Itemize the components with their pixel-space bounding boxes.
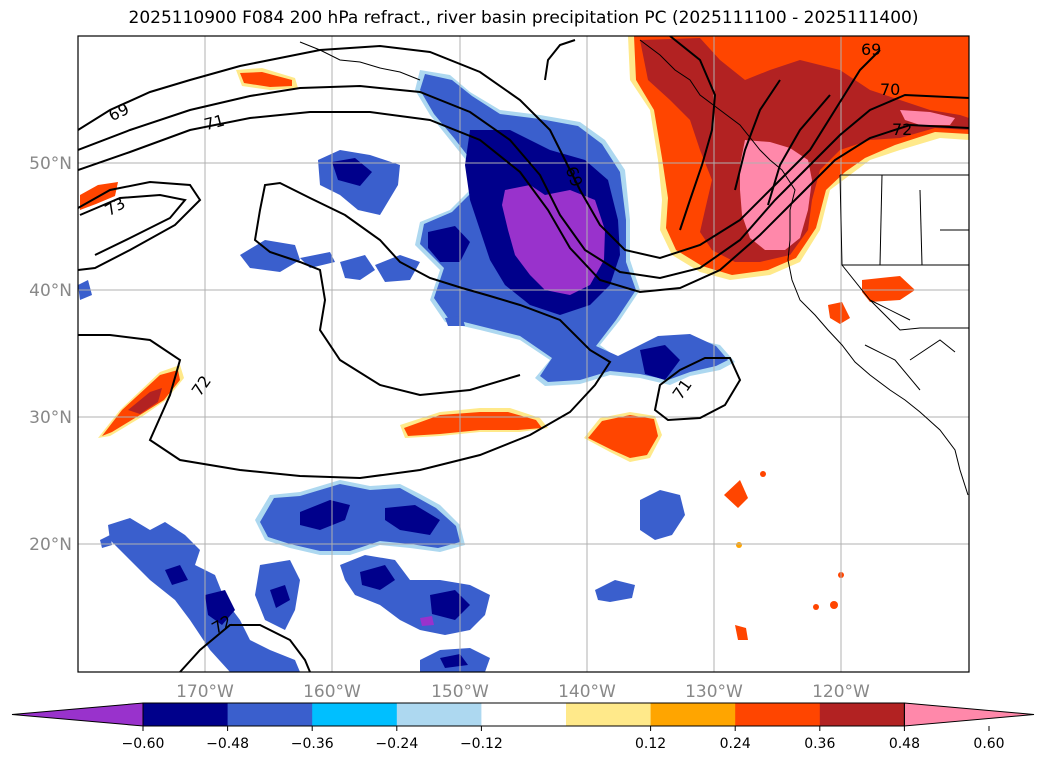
map-frame: [77, 35, 970, 673]
colorbar-segment: [650, 703, 736, 726]
colorbar-extend-high: [903, 702, 1035, 727]
lon-label: 140°W: [558, 682, 616, 702]
contour-label: 72: [892, 120, 912, 139]
colorbar-extend-low: [11, 702, 144, 727]
contour-label: 69: [861, 40, 881, 59]
colorbar-segment: [312, 703, 398, 726]
negative-anomaly-tropics: [100, 480, 685, 672]
colorbar-tick-label: −0.24: [375, 736, 418, 752]
contour-label: 71: [202, 111, 227, 135]
colorbar-tick-label: 0.12: [635, 736, 666, 752]
lat-label: 30°N: [29, 408, 72, 428]
refractivity-contours: [78, 36, 969, 672]
colorbar: −0.60 −0.48 −0.36 −0.24 −0.12 0.12 0.24 0.36 0.4…: [11, 702, 1035, 752]
colorbar-tick-label: 0.60: [973, 736, 1004, 752]
colorbar-segment: [227, 703, 313, 726]
negative-anomaly-central-pacific: [78, 70, 735, 386]
colorbar-segment: [566, 703, 652, 726]
colorbar-segment: [143, 703, 229, 726]
lon-label: 160°W: [303, 682, 361, 702]
colorbar-tick-label: −0.12: [460, 736, 503, 752]
contour-label: 70: [880, 80, 900, 99]
lon-label: 170°W: [176, 682, 234, 702]
colorbar-outline: [142, 702, 905, 727]
lon-label: 130°W: [685, 682, 743, 702]
lat-label: 40°N: [29, 281, 72, 301]
positive-anomaly-north-america: [628, 36, 969, 324]
map-gridlines: [78, 36, 969, 672]
lat-label: 20°N: [29, 535, 72, 555]
lat-label: 50°N: [29, 154, 72, 174]
latitude-labels: 50°N 40°N 30°N 20°N: [29, 154, 72, 555]
colorbar-segment: [396, 703, 482, 726]
colorbar-tick-label: −0.48: [206, 736, 249, 752]
colorbar-segment: [735, 703, 821, 726]
lon-label: 150°W: [431, 682, 489, 702]
colorbar-tick-label: −0.36: [291, 736, 334, 752]
colorbar-tick-label: 0.24: [720, 736, 751, 752]
colorbar-tick-label: −0.60: [122, 736, 165, 752]
longitude-labels: 170°W 160°W 150°W 140°W 130°W 120°W: [176, 682, 870, 702]
colorbar-tick-label: 0.36: [804, 736, 835, 752]
colorbar-segment: [819, 703, 905, 726]
lon-label: 120°W: [812, 682, 870, 702]
map-title: 2025110900 F084 200 hPa refract., river …: [128, 8, 919, 28]
colorbar-segment: [481, 703, 567, 726]
colorbar-tick-label: 0.48: [889, 736, 920, 752]
map-content: 69 71 73 72 69 70 72 71 72 69: [78, 36, 969, 672]
